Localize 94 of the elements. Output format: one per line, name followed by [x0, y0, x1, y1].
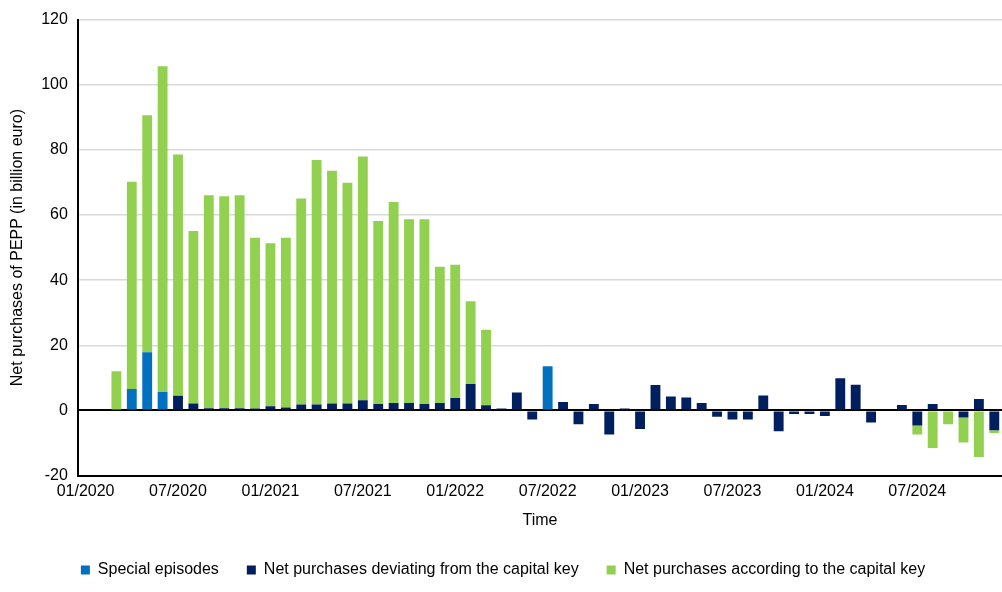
bar	[511, 392, 522, 410]
bar	[450, 398, 461, 410]
bar	[635, 411, 645, 430]
bar	[927, 403, 938, 410]
bar	[650, 385, 661, 410]
bar	[973, 399, 984, 410]
bar	[773, 411, 784, 432]
bar	[527, 411, 538, 420]
bar	[712, 411, 722, 417]
y-tick-label: -20	[44, 466, 68, 484]
bar	[373, 403, 384, 410]
bar	[404, 402, 414, 410]
bar	[142, 115, 153, 353]
y-tick-label: 0	[58, 400, 68, 418]
bar	[989, 411, 1000, 431]
bar	[819, 411, 830, 416]
y-axis-title: Net purchases of PEPP (in billion euro)	[8, 109, 26, 387]
bar	[973, 411, 984, 458]
bar	[357, 400, 368, 410]
x-tick-label: 01/2024	[795, 481, 854, 499]
bar	[265, 243, 276, 407]
bar	[404, 219, 414, 403]
legend-label: Special episodes	[97, 560, 219, 578]
x-tick-label: 01/2023	[611, 481, 670, 499]
bar	[943, 411, 954, 425]
x-tick-label: 07/2022	[518, 481, 577, 499]
bar	[434, 266, 445, 403]
bar	[173, 395, 183, 410]
x-tick-label: 01/2021	[241, 481, 300, 499]
bar	[126, 181, 137, 389]
bar	[758, 395, 769, 410]
bar	[434, 402, 445, 410]
bar	[850, 384, 861, 410]
bar	[604, 411, 615, 435]
y-tick-label: 100	[41, 75, 68, 93]
bar	[465, 301, 476, 385]
x-tick-label: 07/2021	[333, 481, 392, 499]
y-tick-label: 120	[41, 10, 68, 28]
legend-label: Net purchases deviating from the capital key	[263, 560, 579, 578]
bar	[142, 352, 153, 410]
bar	[173, 154, 183, 396]
bar	[419, 219, 430, 404]
bar	[265, 406, 276, 410]
bar	[835, 378, 846, 410]
bar	[804, 411, 815, 415]
bar	[542, 366, 553, 410]
bar	[727, 411, 738, 420]
y-tick-label: 80	[50, 140, 68, 158]
bar	[126, 388, 137, 410]
bar	[234, 195, 245, 409]
bar	[481, 405, 491, 410]
bar	[357, 156, 368, 401]
bar	[327, 170, 337, 404]
bar	[157, 66, 168, 392]
x-tick-label: 01/2022	[426, 481, 485, 499]
bar	[157, 391, 168, 410]
bar	[912, 425, 923, 435]
y-tick-label: 20	[50, 335, 68, 353]
x-tick-label: 01/2020	[56, 481, 115, 499]
bar	[450, 264, 461, 399]
bar	[188, 230, 199, 404]
y-tick-label: 40	[50, 270, 68, 288]
bar	[573, 411, 584, 425]
bar	[250, 237, 260, 409]
x-tick-label: 07/2023	[703, 481, 762, 499]
bar	[111, 371, 122, 410]
bar	[219, 196, 230, 409]
x-tick-label: 07/2024	[888, 481, 947, 499]
y-tick-label: 60	[50, 205, 68, 223]
bar	[388, 202, 399, 403]
bar	[696, 402, 707, 410]
bar	[789, 411, 800, 415]
bar	[989, 430, 1000, 433]
bar	[912, 411, 923, 426]
x-axis-title: Time	[522, 510, 558, 528]
legend-label: Net purchases according to the capital key	[623, 560, 926, 578]
bar	[203, 195, 214, 409]
bar	[311, 159, 322, 405]
bar	[481, 329, 491, 406]
bar	[388, 402, 399, 410]
bar	[342, 182, 353, 404]
bar	[958, 411, 969, 418]
x-tick-label: 07/2020	[149, 481, 208, 499]
bar	[866, 411, 877, 423]
bar	[558, 401, 568, 410]
bar	[927, 411, 938, 448]
bar	[665, 396, 676, 410]
bar	[742, 411, 753, 420]
bar	[681, 397, 692, 410]
bar	[373, 220, 384, 404]
bar	[465, 384, 476, 410]
bar	[280, 237, 291, 408]
bar	[588, 403, 599, 410]
bar	[296, 198, 307, 405]
